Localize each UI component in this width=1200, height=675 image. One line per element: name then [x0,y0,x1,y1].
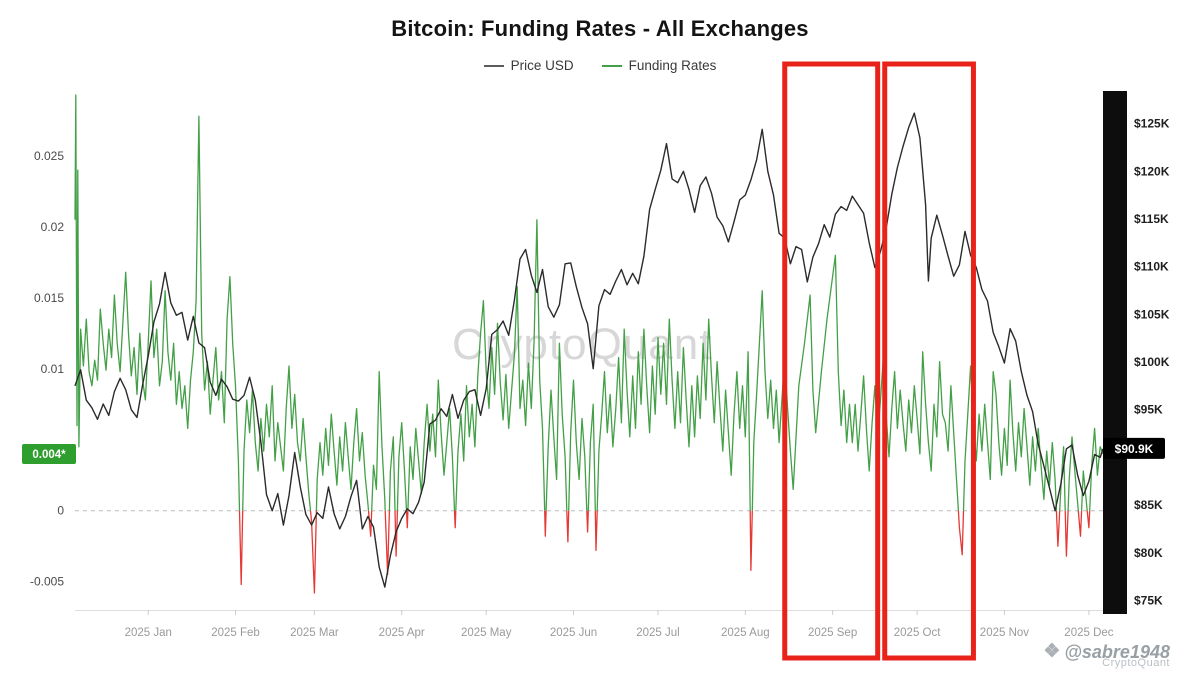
svg-text:$75K: $75K [1134,593,1163,607]
legend-label-funding-rates: Funding Rates [628,58,717,73]
svg-text:2025 Nov: 2025 Nov [980,627,1029,639]
svg-text:2025 Dec: 2025 Dec [1064,627,1113,639]
svg-text:2025 Jan: 2025 Jan [125,627,172,639]
svg-text:2025 Feb: 2025 Feb [211,627,260,639]
svg-text:0: 0 [57,504,64,518]
funding-line-swatch-icon [601,64,622,67]
watermark-handle: @sabre1948 [1064,641,1170,662]
cryptoquant-diamond-icon: ❖ [1043,641,1061,662]
svg-text:-0.005: -0.005 [30,575,64,589]
watermark-brand: CryptoQuant [1102,657,1170,669]
svg-text:$85K: $85K [1134,498,1163,512]
svg-text:2025 Mar: 2025 Mar [290,627,339,639]
svg-text:0.025: 0.025 [34,149,64,163]
svg-text:$95K: $95K [1134,403,1163,417]
svg-text:$110K: $110K [1134,260,1169,274]
chart-title: Bitcoin: Funding Rates - All Exchanges [391,16,809,41]
legend-label-price-usd: Price USD [510,58,574,73]
svg-text:2025 Oct: 2025 Oct [894,627,941,639]
svg-text:$120K: $120K [1134,164,1170,178]
svg-text:2025 Aug: 2025 Aug [721,627,770,639]
svg-text:2025 Jun: 2025 Jun [550,627,597,639]
svg-text:0.02: 0.02 [41,220,65,234]
svg-text:2025 Sep: 2025 Sep [808,627,857,639]
svg-text:$125K: $125K [1134,117,1170,131]
legend-item-price-usd[interactable]: Price USD [483,58,574,73]
svg-text:0.015: 0.015 [34,291,64,305]
corner-watermark: ❖ @sabre1948 CryptoQuant [1043,642,1170,669]
svg-text:$105K: $105K [1134,307,1170,321]
svg-text:2025 May: 2025 May [461,627,512,639]
svg-text:0.01: 0.01 [41,362,65,376]
price-line-swatch-icon [483,64,504,67]
legend-item-funding-rates[interactable]: Funding Rates [601,58,717,73]
svg-text:2025 Apr: 2025 Apr [379,627,425,639]
svg-text:$80K: $80K [1134,546,1163,560]
svg-text:0.004*: 0.004* [32,449,66,461]
legend: Price USD Funding Rates [0,58,1200,73]
svg-text:2025 Jul: 2025 Jul [636,627,679,639]
svg-text:$100K: $100K [1134,355,1170,369]
svg-text:$90.9K: $90.9K [1115,442,1154,456]
svg-text:$115K: $115K [1134,212,1169,226]
